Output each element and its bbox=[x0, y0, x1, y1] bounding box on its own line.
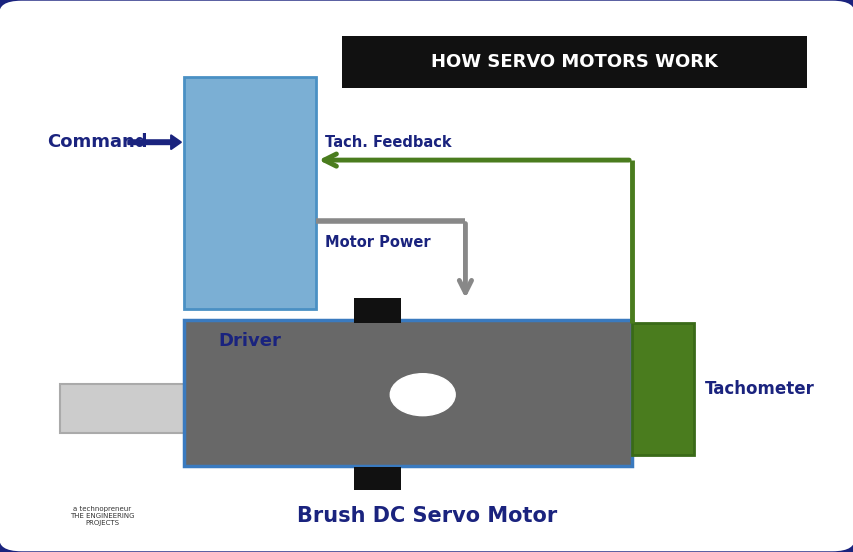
Text: Brush DC Servo Motor: Brush DC Servo Motor bbox=[297, 506, 556, 526]
Text: Driver: Driver bbox=[218, 332, 281, 350]
Bar bbox=[631, 323, 693, 455]
Text: Tachometer: Tachometer bbox=[704, 380, 814, 398]
Bar bbox=[354, 467, 401, 490]
Text: a technopreneur
THE ENGINEERING
PROJECTS: a technopreneur THE ENGINEERING PROJECTS bbox=[70, 506, 135, 526]
Text: Motor Power: Motor Power bbox=[324, 235, 430, 251]
Circle shape bbox=[390, 374, 455, 416]
Text: Tach. Feedback: Tach. Feedback bbox=[324, 135, 450, 150]
Bar bbox=[60, 384, 186, 433]
Bar bbox=[183, 320, 631, 466]
Bar bbox=[341, 36, 806, 88]
Bar bbox=[354, 298, 401, 323]
Text: Command: Command bbox=[47, 133, 148, 151]
Bar bbox=[183, 77, 316, 309]
Text: HOW SERVO MOTORS WORK: HOW SERVO MOTORS WORK bbox=[431, 53, 717, 71]
